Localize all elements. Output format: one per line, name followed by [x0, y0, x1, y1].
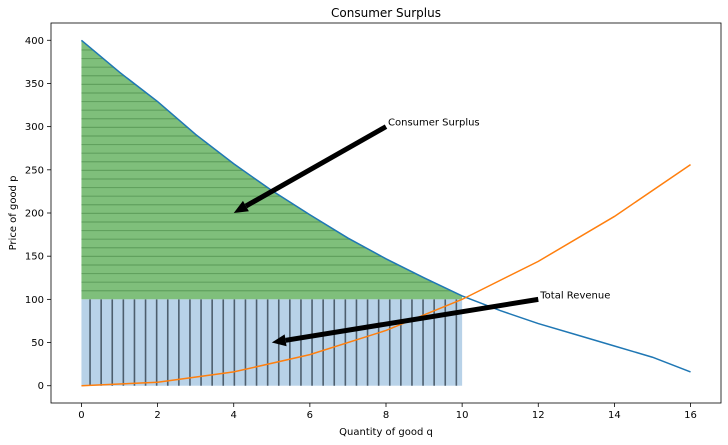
demand-curve — [80, 39, 691, 373]
annotations: Consumer Surplus Total Revenue — [233, 118, 610, 347]
x-axis-label: Quantity of good q — [339, 427, 433, 438]
total-revenue-region — [81, 299, 463, 386]
consumer-surplus-label: Consumer Surplus — [388, 118, 480, 129]
total-revenue-label: Total Revenue — [539, 290, 610, 301]
y-tick-label: 100 — [25, 295, 44, 306]
y-tick-label: 350 — [25, 79, 44, 90]
consumer-surplus-region — [81, 40, 463, 300]
y-tick-label: 250 — [25, 165, 44, 176]
x-tick-label: 4 — [231, 410, 237, 421]
total-revenue-arrow — [285, 296, 539, 343]
x-tick-label: 8 — [383, 410, 389, 421]
x-tick-label: 6 — [307, 410, 313, 421]
supply-curve — [81, 164, 691, 387]
y-tick-label: 400 — [25, 36, 44, 47]
y-axis-label: Price of good p — [8, 176, 19, 251]
x-tick-label: 10 — [456, 410, 469, 421]
y-tick-label: 300 — [25, 122, 44, 133]
consumer-surplus-hatch — [81, 40, 452, 292]
x-tick-label: 0 — [78, 410, 84, 421]
axes: 0 2 4 6 8 10 12 14 16 0 50 100 150 200 250 300 350 400 — [25, 22, 722, 421]
y-tick-label: 200 — [25, 209, 44, 220]
consumer-surplus-arrow-head — [233, 200, 249, 213]
y-tick-label: 0 — [38, 381, 44, 392]
consumer-surplus-arrow — [244, 124, 388, 209]
series-lines — [80, 39, 691, 387]
total-revenue-arrow-head — [271, 334, 287, 347]
y-tick-label: 150 — [25, 252, 44, 263]
x-tick-label: 12 — [532, 410, 545, 421]
chart-title: Consumer Surplus — [331, 6, 441, 20]
total-revenue-hatch — [89, 299, 458, 386]
x-tick-label: 14 — [608, 410, 621, 421]
y-tick-label: 50 — [31, 338, 44, 349]
filled-regions — [81, 40, 463, 386]
x-tick-label: 16 — [684, 410, 697, 421]
x-tick-label: 2 — [154, 410, 160, 421]
